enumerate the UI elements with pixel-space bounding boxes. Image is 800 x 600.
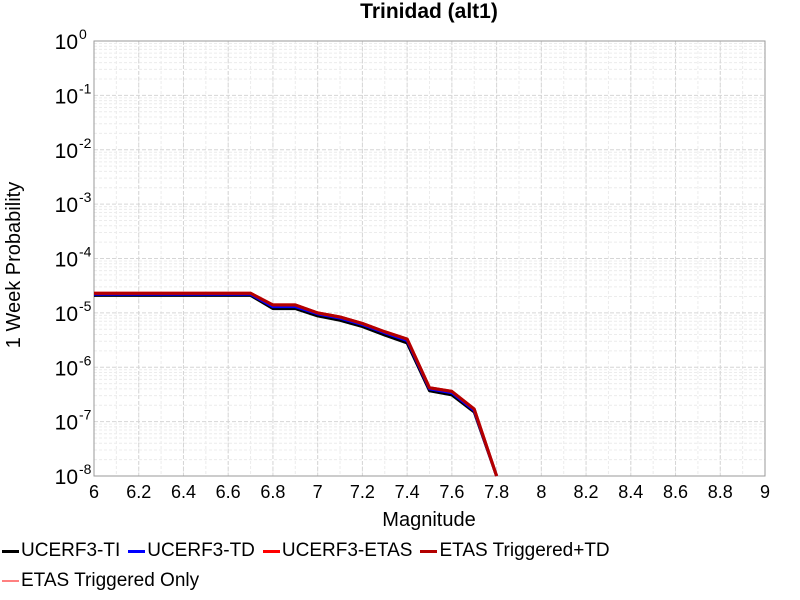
- legend-label-etas-triggered-only: ETAS Triggered Only: [21, 570, 200, 591]
- x-tick-label: 6: [89, 482, 99, 502]
- x-tick-label: 8.2: [574, 482, 599, 502]
- x-tick-label: 9: [760, 482, 770, 502]
- y-tick-label: 10: [55, 140, 78, 163]
- y-tick-exponent: -4: [79, 244, 92, 260]
- x-tick-label: 6.8: [260, 482, 285, 502]
- y-tick-label: 10: [55, 466, 78, 489]
- y-axis-label: 1 Week Probability: [3, 182, 25, 348]
- x-tick-label: 6.6: [216, 482, 241, 502]
- y-tick-label: 10: [55, 303, 78, 326]
- x-tick-label: 7.6: [439, 482, 464, 502]
- series-line-etas-triggered-td: [94, 291, 499, 477]
- x-tick-label: 7.4: [395, 482, 420, 502]
- y-tick-exponent: -5: [79, 298, 92, 314]
- legend-item-ucerf3-ti: UCERF3-TI: [0, 540, 120, 562]
- legend-swatch-ucerf3-td: [128, 549, 146, 553]
- x-tick-label: 8.4: [618, 482, 643, 502]
- legend-swatch-etas-triggered-only: [2, 580, 19, 582]
- x-tick-label: 7: [313, 482, 323, 502]
- legend-label-ucerf3-ti: UCERF3-TI: [21, 540, 121, 561]
- x-axis-label: Magnitude: [382, 509, 475, 531]
- x-tick-label: 8: [536, 482, 546, 502]
- y-tick-exponent: -6: [79, 352, 92, 368]
- y-tick-label: 10: [55, 357, 78, 380]
- y-tick-label: 10: [55, 194, 78, 217]
- y-tick-exponent: 0: [79, 26, 87, 42]
- y-tick-label: 10: [55, 249, 78, 272]
- x-axis-ticks: 6 6.2 6.4 6.6 6.8 7 7.2 7.4 7.6 7.8 8 8.2 8.4 8.6 8.8 9: [89, 482, 770, 502]
- legend-swatch-ucerf3-ti: [2, 549, 19, 553]
- legend-label-ucerf3-td: UCERF3-TD: [147, 540, 255, 561]
- y-tick-label: 10: [55, 85, 78, 108]
- chart-title: Trinidad (alt1): [360, 0, 498, 23]
- y-tick-exponent: -8: [79, 461, 92, 477]
- legend-row-2: ETAS Triggered Only: [0, 566, 800, 596]
- x-tick-label: 7.2: [350, 482, 375, 502]
- y-tick-exponent: -7: [79, 407, 92, 423]
- series-layer: [94, 291, 499, 477]
- legend: UCERF3-TI UCERF3-TD UCERF3-ETAS ETAS Tri…: [0, 536, 800, 596]
- x-tick-label: 8.6: [663, 482, 688, 502]
- plot-frame: [93, 40, 766, 477]
- legend-item-ucerf3-etas: UCERF3-ETAS: [261, 540, 413, 562]
- legend-label-ucerf3-etas: UCERF3-ETAS: [281, 540, 413, 561]
- legend-item-etas-triggered-only: ETAS Triggered Only: [0, 570, 199, 592]
- y-tick-exponent: -2: [79, 135, 92, 151]
- y-tick-exponent: -1: [79, 80, 92, 96]
- y-tick-exponent: -3: [79, 189, 92, 205]
- x-tick-label: 7.8: [484, 482, 509, 502]
- legend-item-ucerf3-td: UCERF3-TD: [126, 540, 255, 562]
- x-tick-label: 6.4: [171, 482, 196, 502]
- x-tick-label: 8.8: [708, 482, 733, 502]
- legend-item-etas-triggered-td: ETAS Triggered+TD: [418, 540, 610, 562]
- legend-swatch-etas-triggered-td: [420, 549, 438, 553]
- legend-swatch-ucerf3-etas: [262, 549, 280, 553]
- x-tick-label: 6.2: [126, 482, 151, 502]
- y-tick-label: 10: [55, 412, 78, 435]
- y-tick-label: 10: [55, 31, 78, 54]
- legend-label-etas-triggered-td: ETAS Triggered+TD: [439, 540, 610, 561]
- legend-row-1: UCERF3-TI UCERF3-TD UCERF3-ETAS ETAS Tri…: [0, 536, 800, 566]
